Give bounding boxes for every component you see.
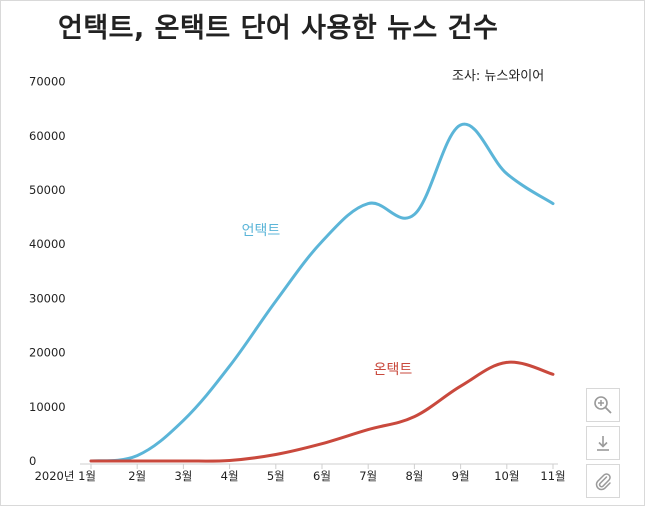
series-label-0: 언택트 bbox=[242, 223, 281, 239]
zoom-in-button[interactable] bbox=[586, 388, 620, 422]
zoom-in-icon bbox=[594, 396, 612, 414]
x-tick-label: 9월 bbox=[452, 469, 470, 483]
x-tick-label: 4월 bbox=[221, 469, 239, 483]
y-tick-label: 70000 bbox=[29, 75, 66, 89]
x-tick-label: 10월 bbox=[494, 469, 519, 483]
x-tick-label: 5월 bbox=[267, 469, 285, 483]
download-icon bbox=[597, 436, 609, 451]
x-tick-label: 11월 bbox=[540, 469, 565, 483]
source-label: 조사: 뉴스와이어 bbox=[452, 69, 545, 84]
y-tick-label: 20000 bbox=[29, 346, 66, 360]
x-axis: 2020년 1월 2월 3월 4월 5월 6월 7월 8월 9월 10월 11월 bbox=[35, 463, 566, 483]
x-tick-label: 7월 bbox=[359, 469, 377, 483]
x-tick-label: 6월 bbox=[313, 469, 331, 483]
y-tick-label: 40000 bbox=[29, 237, 66, 251]
x-tick-label: 8월 bbox=[405, 469, 423, 483]
plot-area bbox=[89, 122, 555, 463]
y-tick-label: 50000 bbox=[29, 183, 66, 197]
series-label-1: 온택트 bbox=[374, 362, 413, 378]
chart-title: 언택트, 온택트 단어 사용한 뉴스 건수 bbox=[58, 13, 499, 44]
attach-button[interactable] bbox=[586, 464, 620, 498]
x-tick-label: 3월 bbox=[174, 469, 192, 483]
y-tick-label: 0 bbox=[29, 454, 36, 468]
y-tick-label: 60000 bbox=[29, 129, 66, 143]
paperclip-icon bbox=[595, 473, 611, 491]
download-button[interactable] bbox=[586, 426, 620, 460]
series-line-1 bbox=[89, 360, 555, 463]
x-tick-label: 2020년 1월 bbox=[35, 469, 96, 483]
x-tick-label: 2월 bbox=[128, 469, 146, 483]
y-axis: 0 10000 20000 30000 40000 50000 60000 70000 bbox=[29, 75, 66, 468]
series-line-0 bbox=[89, 122, 555, 463]
y-tick-label: 30000 bbox=[29, 291, 66, 305]
y-tick-label: 10000 bbox=[29, 400, 66, 414]
